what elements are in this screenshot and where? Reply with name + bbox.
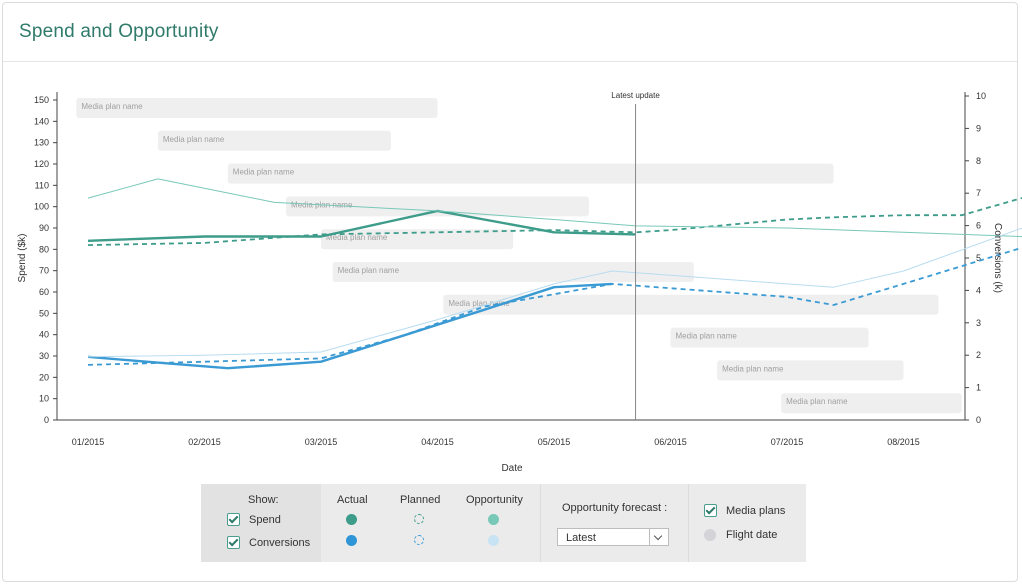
y-left-tick-label: 110: [35, 180, 49, 190]
planned-header: Planned: [400, 494, 441, 506]
media-plan-label: Media plan name: [326, 233, 388, 242]
chart-controls: Show: Spend Conversions Actual Planned O…: [201, 484, 806, 562]
page-title: Spend and Opportunity: [19, 21, 219, 42]
y-left-tick-label: 150: [34, 95, 49, 105]
media-plan-bar: [717, 360, 904, 381]
spend-checkbox[interactable]: [227, 513, 240, 526]
y-axis-left-title: Spend ($k): [17, 234, 28, 283]
y-right-tick-label: 10: [976, 91, 986, 101]
y-left-tick-label: 80: [39, 244, 49, 254]
controls-separator: [688, 484, 689, 562]
media-plan-label: Media plan name: [722, 364, 784, 373]
show-panel: Show: Spend Conversions: [201, 484, 321, 562]
title-divider: [3, 61, 1017, 62]
spend-toggle[interactable]: Spend: [227, 513, 281, 526]
y-left-tick-label: 140: [34, 116, 49, 126]
chevron-down-icon: [653, 531, 663, 541]
media-plan-bar: [286, 196, 589, 217]
series-line-spend-planned: [87, 197, 1022, 246]
series-line-spend-opportunity: [87, 178, 1022, 238]
x-tick-label: 05/2015: [538, 437, 571, 447]
y-left-tick-label: 70: [39, 266, 49, 276]
media-plan-label: Media plan name: [448, 299, 510, 308]
x-tick-label: 04/2015: [421, 437, 454, 447]
y-left-tick-label: 10: [39, 394, 49, 404]
media-plan-bar: [781, 393, 962, 414]
spend-planned-swatch: [414, 514, 424, 524]
y-right-tick-label: 0: [976, 415, 981, 425]
spend-label: Spend: [249, 513, 281, 526]
conversions-checkbox[interactable]: [227, 536, 240, 549]
y-right-tick-label: 1: [976, 383, 981, 393]
forecast-label: Opportunity forecast :: [562, 502, 668, 514]
actual-header: Actual: [337, 494, 368, 506]
y-right-tick-label: 3: [976, 318, 981, 328]
y-right-tick-label: 9: [976, 123, 981, 133]
flight-date-toggle[interactable]: Flight date: [704, 529, 777, 541]
conversions-actual-swatch: [346, 535, 357, 546]
series-line-conversions-actual: [87, 282, 613, 370]
media-plan-label: Media plan name: [338, 266, 400, 275]
y-right-tick-label: 8: [976, 156, 981, 166]
latest-update-label: Latest update: [611, 91, 660, 100]
y-left-tick-label: 20: [39, 372, 49, 382]
media-plan-bar: [443, 294, 939, 315]
flight-date-dot[interactable]: [704, 529, 716, 541]
media-plan-bar: [227, 163, 834, 184]
conversions-opportunity-swatch: [488, 535, 499, 546]
media-plans-toggle[interactable]: Media plans: [704, 504, 785, 517]
series-line-spend-actual: [87, 209, 636, 242]
y-right-tick-label: 6: [976, 221, 981, 231]
media-plan-bar: [157, 130, 391, 151]
x-tick-label: 03/2015: [305, 437, 338, 447]
y-left-tick-label: 130: [34, 138, 49, 148]
media-plan-label: Media plan name: [676, 332, 738, 341]
media-plan-bar: [332, 262, 694, 282]
media-plans-checkbox[interactable]: [704, 504, 717, 517]
y-left-tick-label: 90: [39, 223, 49, 233]
y-left-tick-label: 40: [39, 330, 49, 340]
x-tick-label: 01/2015: [72, 437, 105, 447]
conversions-planned-swatch: [414, 535, 424, 545]
y-right-tick-label: 4: [976, 285, 981, 295]
flight-date-label: Flight date: [726, 529, 778, 541]
controls-separator: [540, 484, 541, 562]
forecast-select-value: Latest: [566, 532, 596, 544]
y-left-tick-label: 100: [34, 202, 49, 212]
forecast-dropdown-button[interactable]: [649, 529, 668, 545]
y-left-tick-label: 50: [39, 308, 49, 318]
media-plan-bar: [76, 98, 438, 118]
media-plan-label: Media plan name: [163, 135, 225, 144]
y-right-tick-label: 2: [976, 350, 981, 360]
y-left-tick-label: 0: [44, 415, 49, 425]
spend-opportunity-swatch: [488, 514, 499, 525]
forecast-select[interactable]: Latest: [557, 528, 669, 546]
spend-actual-swatch: [346, 514, 357, 525]
series-line-conversions-opportunity: [87, 227, 1022, 358]
y-axis-right-title: Conversions (k): [992, 223, 1003, 293]
opportunity-header: Opportunity: [466, 494, 523, 506]
series-line-conversions-planned: [87, 246, 1022, 366]
conversions-toggle[interactable]: Conversions: [227, 536, 310, 549]
y-left-tick-label: 30: [39, 351, 49, 361]
media-plan-bar: [670, 327, 869, 348]
x-tick-label: 06/2015: [654, 437, 687, 447]
x-tick-label: 07/2015: [771, 437, 804, 447]
media-plan-label: Media plan name: [233, 168, 295, 177]
media-plan-label: Media plan name: [81, 102, 143, 111]
media-plan-label: Media plan name: [786, 397, 848, 406]
y-left-tick-label: 60: [39, 287, 49, 297]
media-plans-label: Media plans: [726, 504, 786, 517]
y-left-tick-label: 120: [34, 159, 49, 169]
conversions-label: Conversions: [249, 536, 311, 549]
x-tick-label: 02/2015: [188, 437, 221, 447]
x-axis-title: Date: [501, 463, 523, 474]
spend-opportunity-chart: Media plan name Media plan name Media plan…: [17, 91, 1022, 474]
y-right-tick-label: 7: [976, 188, 981, 198]
show-label: Show:: [248, 494, 279, 506]
y-right-tick-label: 5: [976, 253, 981, 263]
x-tick-label: 08/2015: [887, 437, 920, 447]
